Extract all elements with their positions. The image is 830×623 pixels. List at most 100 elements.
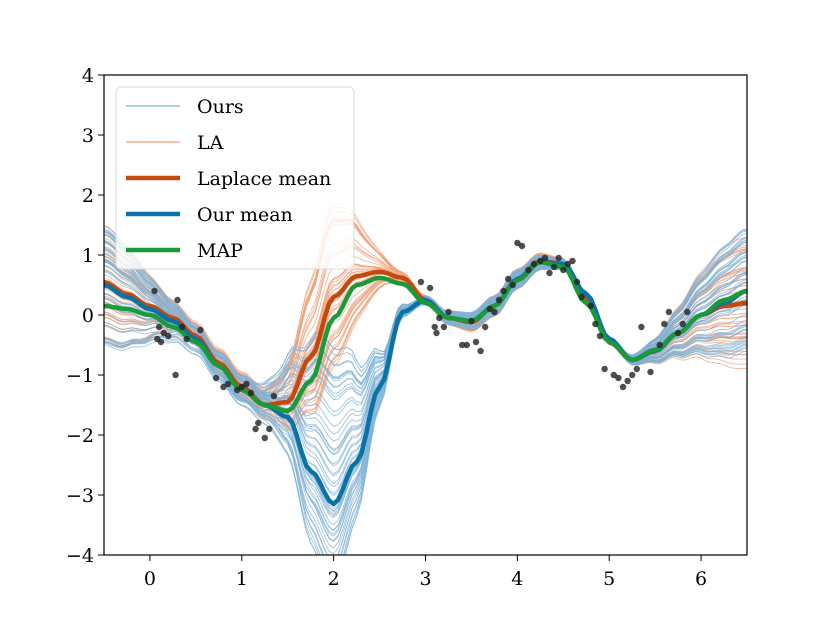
data-point [674, 329, 682, 337]
legend-label-our-mean: Our mean [197, 204, 293, 226]
data-point [525, 266, 532, 274]
x-tick-label: 4 [511, 568, 523, 590]
data-point [440, 323, 448, 331]
data-point [178, 323, 186, 331]
map-line [104, 259, 747, 414]
mean-curves [104, 258, 747, 507]
data-point [255, 419, 262, 427]
data-point [578, 293, 585, 301]
legend-label-ours: Ours [197, 96, 244, 118]
data-point [500, 287, 507, 295]
data-point [151, 287, 158, 295]
data-point [197, 326, 204, 334]
data-point [266, 425, 273, 433]
data-point [569, 257, 576, 265]
data-point [661, 320, 668, 328]
data-point [665, 308, 673, 316]
legend-label-la: LA [197, 132, 224, 154]
data-point [624, 377, 631, 385]
data-point [629, 371, 636, 379]
data-point [546, 269, 553, 277]
data-point [560, 266, 567, 274]
x-tick-label: 6 [695, 568, 707, 590]
data-point [610, 371, 617, 379]
data-point [537, 257, 544, 265]
data-point [564, 260, 572, 268]
legend-box [115, 86, 355, 270]
x-axis: 0 1 2 3 4 5 6 [144, 555, 707, 590]
data-point [633, 365, 640, 373]
data-point [183, 335, 190, 343]
data-point [530, 260, 538, 268]
x-tick-label: 0 [144, 568, 156, 590]
data-point [472, 338, 480, 346]
data-point [157, 338, 165, 346]
data-point [426, 284, 434, 292]
data-point [436, 314, 443, 322]
data-point [459, 341, 466, 349]
data-point [638, 323, 645, 331]
data-point [174, 296, 181, 304]
data-point [220, 383, 227, 391]
y-tick-label: −2 [66, 425, 94, 447]
data-point [491, 308, 498, 316]
data-point [505, 275, 512, 283]
data-point [160, 329, 167, 337]
data-point [247, 389, 255, 397]
data-point [518, 242, 526, 250]
legend: Ours LA Laplace mean Our mean MAP [115, 86, 355, 270]
data-point [172, 371, 179, 379]
data-point [234, 386, 241, 394]
data-point [468, 317, 475, 325]
legend-label-laplace-mean: Laplace mean [197, 168, 331, 190]
data-point [486, 305, 493, 313]
data-point [238, 383, 245, 391]
data-point [155, 323, 163, 331]
y-tick-label: 4 [82, 65, 94, 87]
x-tick-label: 5 [603, 568, 615, 590]
data-point [445, 308, 452, 316]
y-tick-label: −1 [66, 365, 94, 387]
x-tick-label: 3 [419, 568, 431, 590]
data-point [212, 374, 220, 382]
y-tick-label: −3 [66, 485, 94, 507]
data-point [679, 320, 686, 328]
data-point [509, 281, 516, 289]
data-point [555, 254, 562, 262]
y-tick-label: 1 [82, 245, 94, 267]
data-point [619, 383, 627, 391]
data-point [261, 434, 268, 442]
data-point [684, 308, 691, 316]
data-point [417, 278, 425, 286]
data-point [482, 323, 489, 331]
data-point [656, 341, 663, 349]
data-point [647, 368, 654, 376]
y-axis: 4 3 2 1 0 −1 −2 −3 −4 [66, 65, 104, 567]
data-point [615, 374, 622, 382]
data-point [477, 347, 484, 355]
data-point [541, 254, 549, 262]
data-point [243, 380, 250, 388]
data-point [433, 329, 440, 337]
data-point [495, 296, 503, 304]
y-tick-label: 0 [82, 305, 94, 327]
data-point [224, 380, 232, 388]
data-point [252, 425, 259, 433]
x-tick-label: 2 [328, 568, 340, 590]
data-point [165, 332, 172, 340]
data-point [573, 278, 581, 286]
y-tick-label: −4 [66, 545, 94, 567]
y-tick-label: 2 [82, 185, 94, 207]
data-point [587, 302, 594, 310]
observation-points [151, 239, 691, 442]
data-point [550, 263, 558, 271]
data-point [431, 323, 438, 331]
data-point [592, 320, 599, 328]
data-point [270, 392, 278, 400]
data-point [514, 239, 521, 247]
legend-label-map: MAP [197, 240, 243, 262]
data-point [601, 365, 608, 373]
data-point [596, 332, 604, 340]
x-tick-label: 1 [236, 568, 248, 590]
